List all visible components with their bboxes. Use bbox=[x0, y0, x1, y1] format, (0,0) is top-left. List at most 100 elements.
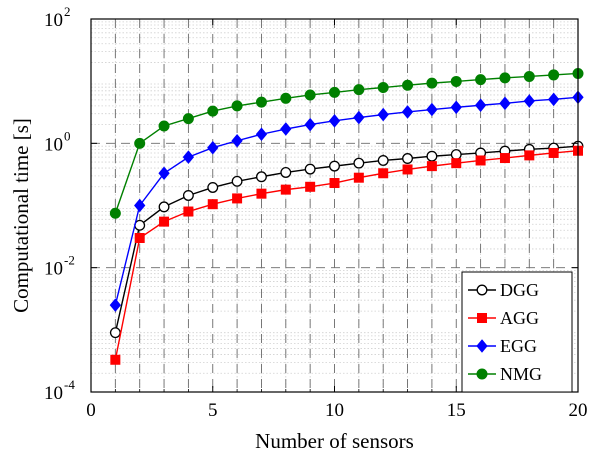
data-point-agg bbox=[305, 181, 316, 192]
y-tick-label-base: 10 bbox=[44, 259, 63, 280]
series-agg bbox=[110, 145, 583, 365]
data-point-nmg bbox=[523, 70, 535, 82]
data-point-agg bbox=[451, 158, 462, 169]
y-axis-label: Computational time [s] bbox=[9, 118, 33, 313]
data-point-nmg bbox=[304, 89, 316, 101]
data-point-agg bbox=[475, 155, 486, 166]
data-point-dgg bbox=[231, 175, 243, 187]
data-point-agg bbox=[110, 354, 121, 365]
data-point-nmg bbox=[207, 105, 219, 117]
data-point-egg bbox=[328, 114, 341, 128]
data-point-nmg bbox=[280, 92, 292, 104]
data-point-egg bbox=[474, 98, 487, 113]
data-point-agg bbox=[524, 150, 535, 161]
data-point-egg bbox=[377, 107, 389, 122]
legend-marker-nmg bbox=[476, 368, 488, 380]
data-point-egg bbox=[280, 122, 292, 136]
data-point-egg bbox=[401, 105, 414, 119]
y-tick-label-exponent: -2 bbox=[64, 253, 75, 268]
data-point-dgg bbox=[304, 163, 316, 175]
y-tick-label-base: 10 bbox=[44, 383, 63, 404]
data-point-nmg bbox=[426, 77, 438, 89]
data-point-agg bbox=[353, 172, 364, 183]
data-point-egg bbox=[450, 100, 462, 115]
data-point-nmg bbox=[377, 82, 389, 94]
data-point-agg bbox=[426, 161, 437, 172]
data-point-egg bbox=[426, 102, 438, 117]
x-tick-label: 10 bbox=[325, 400, 344, 421]
data-point-dgg bbox=[329, 160, 340, 172]
data-point-agg bbox=[329, 178, 340, 189]
y-tick-label-base: 10 bbox=[44, 10, 63, 31]
data-point-dgg bbox=[426, 150, 438, 162]
data-point-agg bbox=[207, 199, 218, 210]
data-point-egg bbox=[353, 110, 365, 125]
y-tick-label-exponent: -4 bbox=[64, 377, 75, 392]
legend-label-nmg: NMG bbox=[500, 364, 542, 384]
data-point-egg bbox=[523, 94, 535, 108]
data-point-egg bbox=[158, 166, 170, 181]
y-tick-label-exponent: 2 bbox=[64, 4, 71, 19]
y-tick-label-exponent: 0 bbox=[64, 128, 71, 143]
data-point-dgg bbox=[450, 149, 462, 161]
data-point-nmg bbox=[475, 74, 487, 86]
legend-label-dgg: DGG bbox=[500, 280, 539, 300]
data-point-egg bbox=[499, 96, 511, 111]
ticks bbox=[90, 18, 579, 393]
series-nmg bbox=[109, 67, 584, 219]
data-point-egg bbox=[231, 133, 243, 148]
data-point-nmg bbox=[402, 79, 414, 91]
data-point-egg bbox=[547, 92, 560, 107]
data-point-agg bbox=[256, 188, 267, 199]
legend-entry-dgg: DGG bbox=[468, 280, 539, 300]
legend-entry-egg: EGG bbox=[468, 336, 537, 356]
x-axis-label: Number of sensors bbox=[255, 429, 414, 453]
data-point-dgg bbox=[109, 327, 121, 339]
data-point-egg bbox=[134, 198, 146, 213]
data-point-dgg bbox=[158, 201, 170, 213]
y-tick-label: 10 -2 bbox=[44, 253, 75, 280]
data-point-dgg bbox=[207, 182, 219, 193]
data-point-egg bbox=[182, 150, 195, 164]
data-point-dgg bbox=[377, 155, 389, 166]
data-point-egg bbox=[304, 117, 316, 132]
series-egg bbox=[109, 90, 584, 312]
legend-label-egg: EGG bbox=[500, 336, 537, 356]
series-dgg bbox=[109, 140, 584, 339]
data-point-nmg bbox=[548, 69, 560, 81]
data-point-nmg bbox=[329, 86, 340, 98]
data-point-egg bbox=[109, 298, 122, 312]
data-point-agg bbox=[548, 147, 559, 158]
data-point-egg bbox=[255, 127, 268, 142]
data-point-agg bbox=[280, 184, 291, 195]
legend-label-agg: AGG bbox=[500, 308, 539, 328]
data-point-dgg bbox=[402, 153, 414, 164]
data-point-dgg bbox=[256, 171, 267, 183]
data-point-agg bbox=[499, 153, 510, 164]
data-point-dgg bbox=[280, 167, 292, 178]
x-tick-label: 20 bbox=[569, 400, 588, 421]
series-layer bbox=[109, 67, 584, 365]
legend: DGG AGG EGG NMG bbox=[461, 271, 573, 393]
data-point-nmg bbox=[255, 96, 267, 108]
y-tick-label: 10 2 bbox=[44, 4, 71, 31]
data-point-nmg bbox=[499, 72, 511, 84]
data-point-agg bbox=[159, 216, 170, 227]
legend-entry-agg: AGG bbox=[468, 308, 539, 328]
data-point-dgg bbox=[353, 157, 365, 169]
data-point-agg bbox=[232, 193, 243, 204]
data-point-nmg bbox=[231, 100, 243, 112]
data-point-agg bbox=[378, 168, 389, 179]
data-point-nmg bbox=[182, 113, 194, 125]
data-point-dgg bbox=[182, 190, 194, 201]
data-point-nmg bbox=[450, 75, 462, 87]
y-tick-label: 10 -4 bbox=[44, 377, 75, 404]
data-point-agg bbox=[134, 233, 145, 244]
y-tick-label-base: 10 bbox=[44, 134, 63, 155]
data-point-nmg bbox=[109, 207, 121, 219]
x-tick-label: 15 bbox=[447, 400, 466, 421]
data-point-nmg bbox=[158, 120, 170, 132]
legend-marker-agg bbox=[477, 313, 487, 323]
data-point-nmg bbox=[353, 84, 365, 96]
